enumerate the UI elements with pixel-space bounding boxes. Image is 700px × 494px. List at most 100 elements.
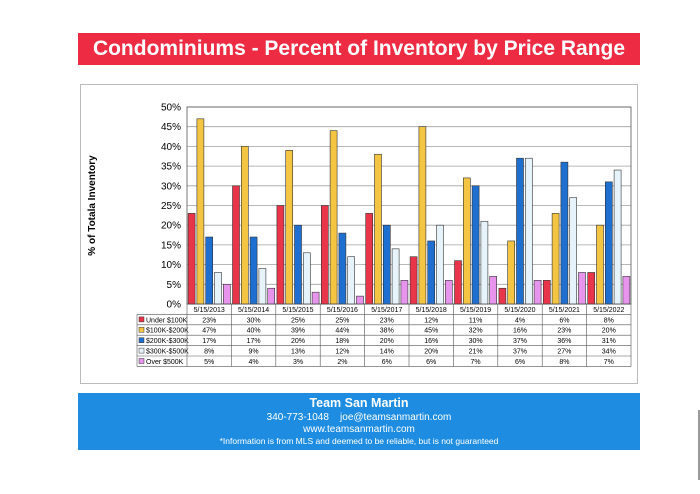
y-tick-label: 35% [161, 162, 181, 173]
legend-label: $200K-$300K [146, 338, 189, 345]
data-label: 16% [424, 338, 438, 345]
y-axis-label: % of Totala Inventory [87, 155, 98, 256]
bar [507, 240, 516, 305]
category-label: 5/15/2014 [238, 307, 269, 314]
data-label: 20% [291, 338, 305, 345]
data-label: 25% [335, 317, 349, 324]
bar [604, 181, 613, 305]
data-label: 7% [604, 359, 614, 366]
data-label: 6% [515, 359, 525, 366]
category-label: 5/15/2013 [194, 307, 225, 314]
bar [329, 130, 338, 305]
data-label: 5% [204, 359, 214, 366]
bar [382, 224, 391, 305]
y-tick-label: 45% [161, 122, 181, 133]
legend-swatch [138, 337, 145, 343]
bar [294, 224, 302, 305]
bar [223, 284, 231, 305]
category-label: 5/15/2018 [416, 307, 447, 314]
data-label: 30% [469, 338, 483, 345]
footer-disclaimer: *Information is from MLS and deemed to b… [219, 436, 499, 446]
data-label: 12% [335, 349, 349, 356]
data-label: 47% [202, 328, 216, 335]
data-label: 14% [380, 349, 394, 356]
category-label: 5/15/2022 [593, 307, 624, 314]
category-label: 5/15/2017 [371, 307, 402, 314]
data-label: 45% [424, 328, 438, 335]
footer-contact: 340-773-1048 joe@teamsanmartin.com [78, 412, 640, 423]
data-label: 31% [602, 338, 616, 345]
bar [232, 185, 240, 305]
legend-swatch [138, 347, 145, 354]
legend-label: Under $100K [146, 317, 188, 324]
bar [258, 268, 267, 305]
bar [418, 126, 427, 305]
data-label: 3% [293, 359, 303, 366]
data-label: 16% [513, 328, 527, 335]
data-label: 20% [424, 349, 438, 356]
footer-website[interactable]: www.teamsanmartin.com [303, 424, 415, 435]
data-label: 38% [380, 328, 394, 335]
data-label: 18% [335, 338, 349, 345]
bar [542, 280, 551, 305]
data-label: 4% [515, 317, 525, 324]
bar [560, 161, 569, 305]
data-label: 2% [337, 359, 347, 366]
bar [613, 169, 622, 305]
legend-label: $100K-$200K [146, 328, 189, 335]
data-label: 34% [602, 349, 616, 356]
data-label: 8% [604, 317, 614, 324]
bar [356, 295, 364, 305]
bar [303, 252, 311, 305]
data-label: 23% [380, 317, 394, 324]
y-tick-label: 15% [161, 240, 181, 251]
data-label: 40% [247, 328, 261, 335]
y-tick-label: 50% [161, 103, 181, 114]
footer-team-name: Team San Martin [309, 396, 409, 410]
bar [374, 153, 382, 305]
y-tick-label: 25% [161, 201, 181, 212]
bar [249, 236, 258, 305]
data-label: 6% [559, 317, 569, 324]
bar [311, 291, 320, 305]
data-label: 13% [291, 349, 305, 356]
bar [400, 280, 409, 305]
bar [454, 260, 462, 305]
y-tick-label: 5% [167, 280, 182, 291]
bar [436, 224, 444, 305]
bar [444, 280, 453, 305]
data-label: 36% [557, 338, 571, 345]
data-label: 44% [335, 328, 349, 335]
data-label: 6% [382, 359, 392, 366]
bar [196, 118, 205, 305]
bar [587, 272, 596, 305]
bar [347, 256, 356, 305]
data-label: 12% [424, 317, 438, 324]
footer-email[interactable]: joe@teamsanmartin.com [340, 412, 452, 423]
bar [214, 272, 222, 305]
bar [596, 224, 604, 305]
category-label: 5/15/2021 [549, 307, 580, 314]
bar [533, 280, 542, 305]
footer-phone: 340-773-1048 [266, 412, 329, 423]
data-label: 21% [469, 349, 483, 356]
scan-edge-mark [698, 410, 700, 480]
category-label: 5/15/2015 [282, 307, 313, 314]
bar [524, 157, 533, 305]
chart-title: Condominiums - Percent of Inventory by P… [92, 37, 626, 60]
bar [338, 232, 347, 305]
data-label: 20% [602, 328, 616, 335]
legend-label: $300K-$500K [146, 349, 189, 356]
bar-chart: % of Totala Inventory 0% 5% 10% 15% 20% 25% 30%… [87, 103, 632, 367]
data-label: 39% [291, 328, 305, 335]
data-label: 20% [380, 338, 394, 345]
bar [321, 205, 329, 305]
bar [462, 177, 471, 305]
legend-label: Over $500K [146, 359, 184, 366]
data-label: 11% [469, 317, 483, 324]
footer-banner: Team San Martin 340-773-1048 joe@teamsan… [78, 393, 640, 450]
y-tick-label: 0% [167, 300, 182, 311]
legend-swatch [138, 316, 145, 323]
bar [391, 248, 400, 305]
data-label: 17% [202, 338, 216, 345]
